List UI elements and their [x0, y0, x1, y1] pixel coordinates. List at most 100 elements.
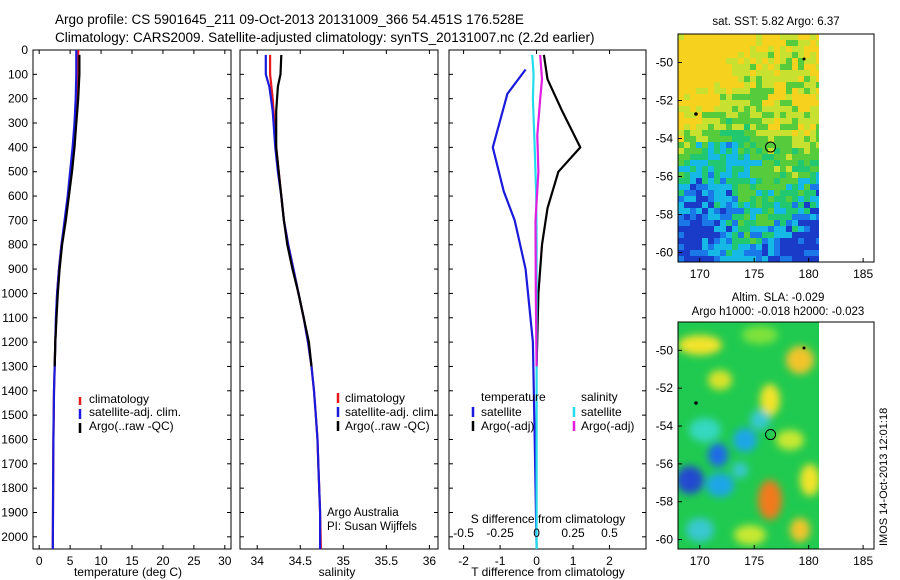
sst-cell [786, 196, 793, 203]
sst-cell [738, 172, 745, 179]
sst-cell [780, 196, 787, 203]
sst-cell [780, 70, 787, 77]
sst-cell [744, 40, 751, 47]
sst-cell [786, 124, 793, 131]
sst-cell [816, 94, 819, 101]
sst-cell [708, 106, 715, 113]
map-y-tick-label: -50 [656, 56, 674, 70]
sst-cell [684, 154, 691, 161]
sst-cell [756, 160, 763, 167]
y-tick-label: 2000 [1, 530, 28, 544]
sst-cell [738, 148, 745, 155]
y-tick-label: 1600 [1, 432, 28, 446]
sst-cell [720, 70, 727, 77]
sst-cell [714, 34, 721, 41]
sst-cell [726, 100, 733, 107]
sst-cell [762, 118, 769, 125]
sst-cell [726, 196, 733, 203]
sst-cell [798, 208, 805, 215]
sst-cell [696, 238, 703, 245]
sst-cell [690, 196, 697, 203]
sla-blob [678, 335, 722, 355]
sst-cell [756, 46, 763, 53]
sst-cell [756, 202, 763, 209]
sst-cell [756, 112, 763, 119]
sst-cell [756, 214, 763, 221]
sst-cell [684, 94, 691, 101]
sst-cell [720, 106, 727, 113]
x-tick-label: -1 [495, 554, 506, 568]
sst-cell [714, 130, 721, 137]
sst-cell [804, 112, 811, 119]
sst-cell [708, 196, 715, 203]
sst-cell [738, 220, 745, 227]
sst-cell [810, 244, 817, 251]
sst-cell [690, 250, 697, 257]
sst-cell [696, 154, 703, 161]
sst-cell [702, 148, 709, 155]
sst-cell [798, 34, 805, 41]
sst-cell [714, 226, 721, 233]
sst-cell [780, 118, 787, 125]
sst-cell [744, 208, 751, 215]
sst-cell [684, 34, 691, 41]
sst-cell [780, 202, 787, 209]
legend-argo-t: Argo(-adj) [481, 419, 534, 433]
sst-cell [732, 220, 739, 227]
sst-cell [768, 226, 775, 233]
sst-cell [702, 256, 709, 262]
sst-cell [696, 34, 703, 41]
sst-cell [678, 118, 685, 125]
sst-cell [780, 232, 787, 239]
sst-cell [780, 130, 787, 137]
sst-cell [690, 70, 697, 77]
sst-cell [720, 148, 727, 155]
sst-cell [786, 46, 793, 53]
sst-cell [738, 124, 745, 131]
sst-cell [696, 118, 703, 125]
sst-map-title: sat. SST: 5.82 Argo: 6.37 [712, 16, 839, 28]
legend-climatology: climatology [345, 391, 405, 405]
sst-cell [708, 220, 715, 227]
sst-cell [816, 190, 819, 197]
sst-cell [714, 58, 721, 65]
sst-cell [786, 88, 793, 95]
sst-cell [798, 178, 805, 185]
map-y-tick-label: -54 [656, 419, 674, 433]
sst-cell [810, 100, 817, 107]
sst-cell [744, 184, 751, 191]
sla-blob [732, 462, 748, 478]
sst-cell [816, 106, 819, 113]
sst-cell [786, 166, 793, 173]
sst-cell [744, 148, 751, 155]
sst-cell [792, 58, 799, 65]
sst-cell [750, 172, 757, 179]
sst-cell [696, 208, 703, 215]
sst-cell [732, 58, 739, 65]
sst-cell [810, 118, 817, 125]
sst-cell [768, 112, 775, 119]
sst-cell [744, 178, 751, 185]
sst-cell [750, 58, 757, 65]
sst-cell [762, 244, 769, 251]
sst-cell [726, 52, 733, 59]
sst-cell [708, 160, 715, 167]
sst-cell [804, 190, 811, 197]
sst-cell [702, 124, 709, 131]
sst-cell [732, 202, 739, 209]
sst-cell [702, 214, 709, 221]
sst-cell [732, 112, 739, 119]
map-x-tick-label: 180 [799, 554, 819, 568]
sst-cell [768, 142, 775, 149]
sst-cell [774, 52, 781, 59]
sst-cell [804, 82, 811, 89]
map-x-tick-label: 170 [690, 267, 710, 281]
sst-cell [804, 94, 811, 101]
imos-timestamp: IMOS 14-Oct-2013 12:01:18 [878, 407, 890, 546]
sst-cell [774, 142, 781, 149]
sst-cell [762, 142, 769, 149]
sst-cell [696, 244, 703, 251]
sst-cell [690, 124, 697, 131]
sst-cell [780, 172, 787, 179]
sst-cell [678, 70, 685, 77]
